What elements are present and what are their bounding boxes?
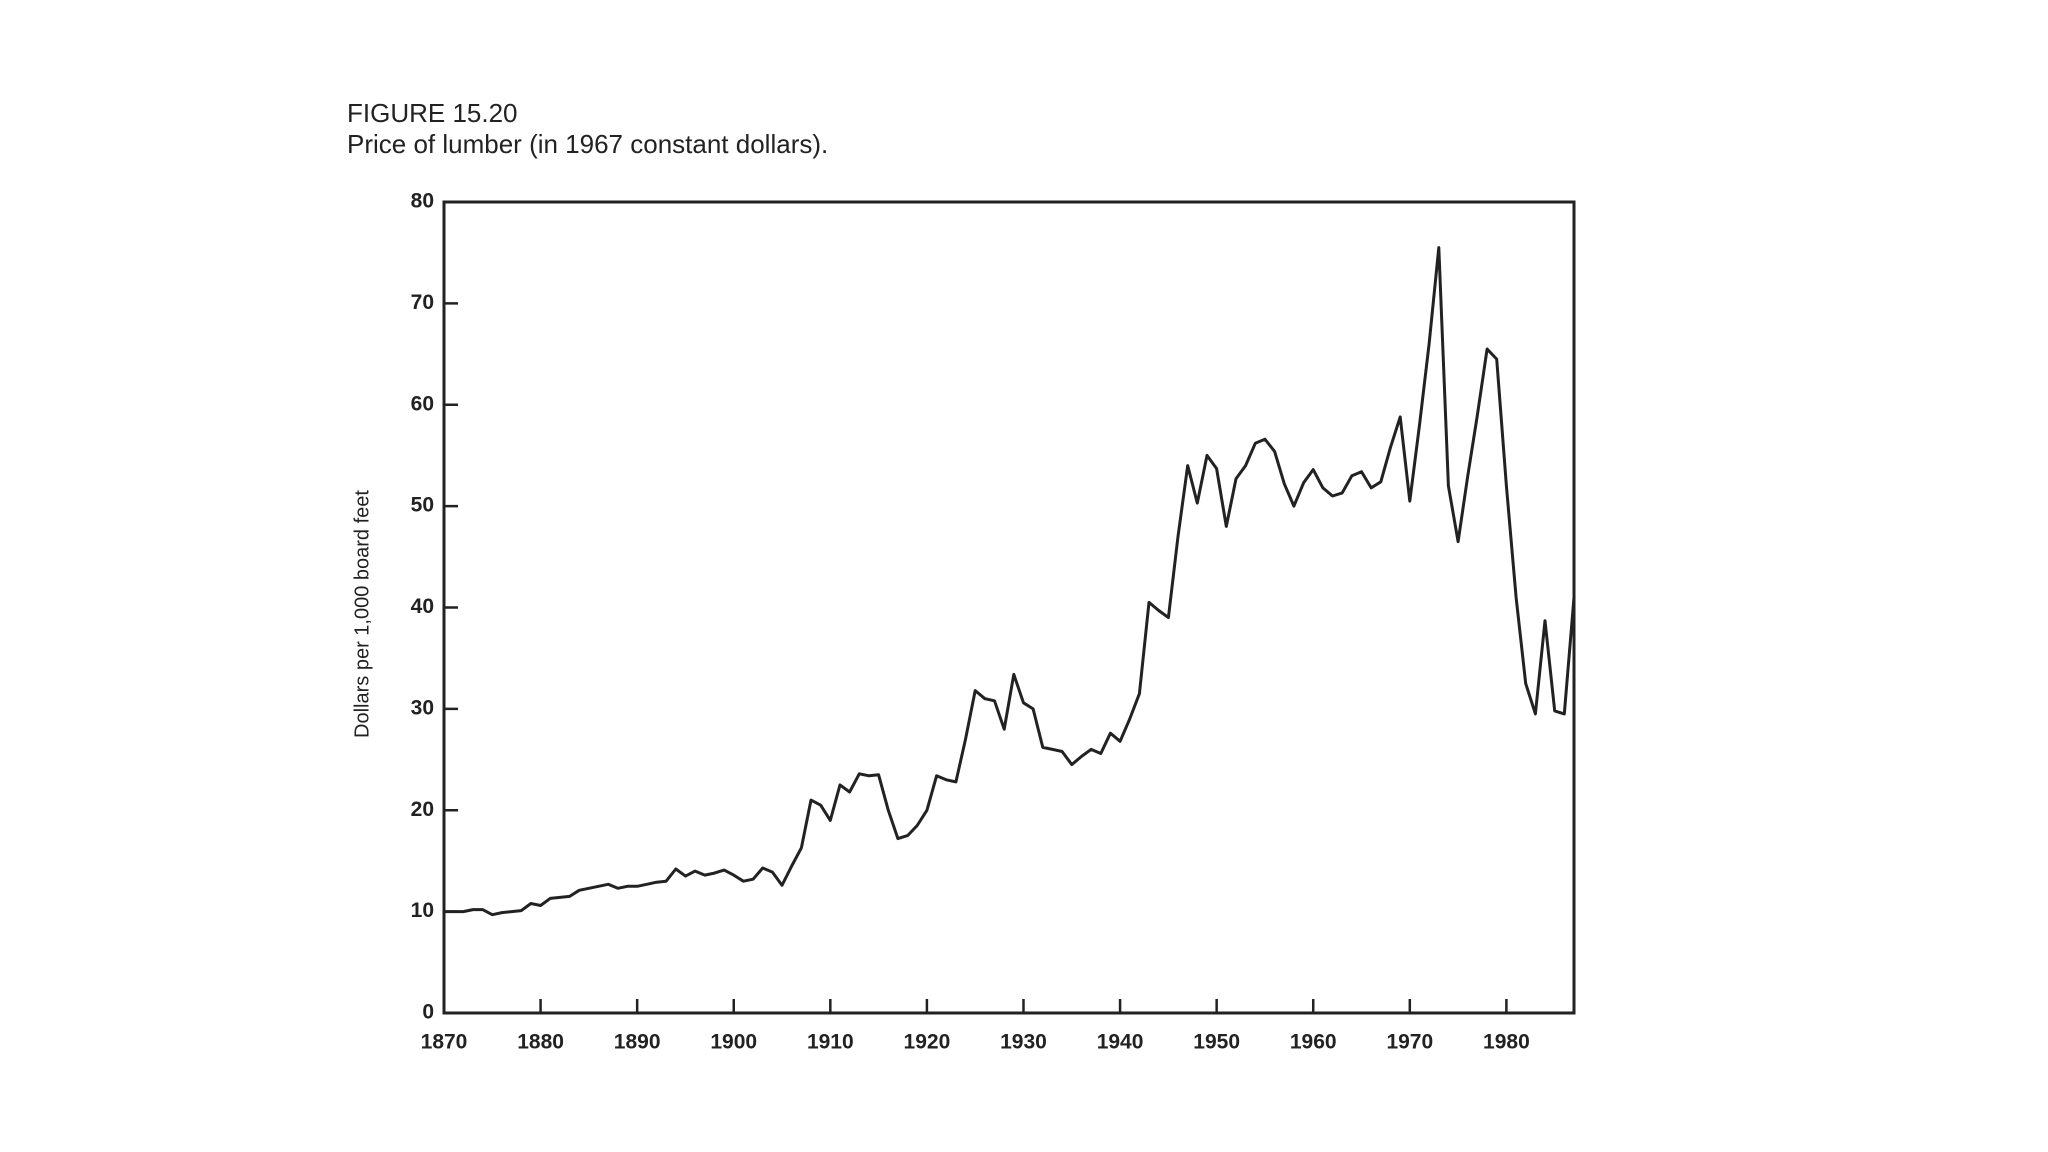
y-tick-label: 10: [411, 899, 434, 922]
chart-title: Price of lumber (in 1967 constant dollar…: [347, 129, 828, 159]
y-tick-label: 0: [422, 1001, 434, 1024]
x-tick-label: 1900: [710, 1031, 757, 1054]
x-tick-label: 1930: [1000, 1031, 1047, 1054]
x-tick-label: 1950: [1193, 1031, 1240, 1054]
x-tick-label: 1940: [1097, 1031, 1144, 1054]
x-tick-label: 1890: [614, 1031, 661, 1054]
y-tick-label: 80: [411, 190, 434, 213]
y-tick-label: 70: [411, 291, 434, 314]
price-line: [444, 246, 1576, 917]
y-tick-label: 40: [411, 595, 434, 618]
x-tick-label: 1880: [517, 1031, 564, 1054]
plot-frame: [442, 200, 1576, 1015]
x-tick-label: 1960: [1290, 1031, 1337, 1054]
x-tick-label: 1970: [1386, 1031, 1433, 1054]
x-tick-label: 1870: [421, 1031, 468, 1054]
x-tick-label: 1920: [904, 1031, 951, 1054]
y-axis-label: Dollars per 1,000 board feet: [351, 490, 373, 738]
figure-label: FIGURE 15.20: [347, 98, 518, 128]
y-tick-label: 30: [411, 696, 434, 719]
y-tick-label: 60: [411, 392, 434, 415]
x-tick-label: 1980: [1483, 1031, 1530, 1054]
x-tick-label: 1910: [807, 1031, 854, 1054]
y-tick-label: 20: [411, 798, 434, 821]
y-tick-label: 50: [411, 494, 434, 517]
